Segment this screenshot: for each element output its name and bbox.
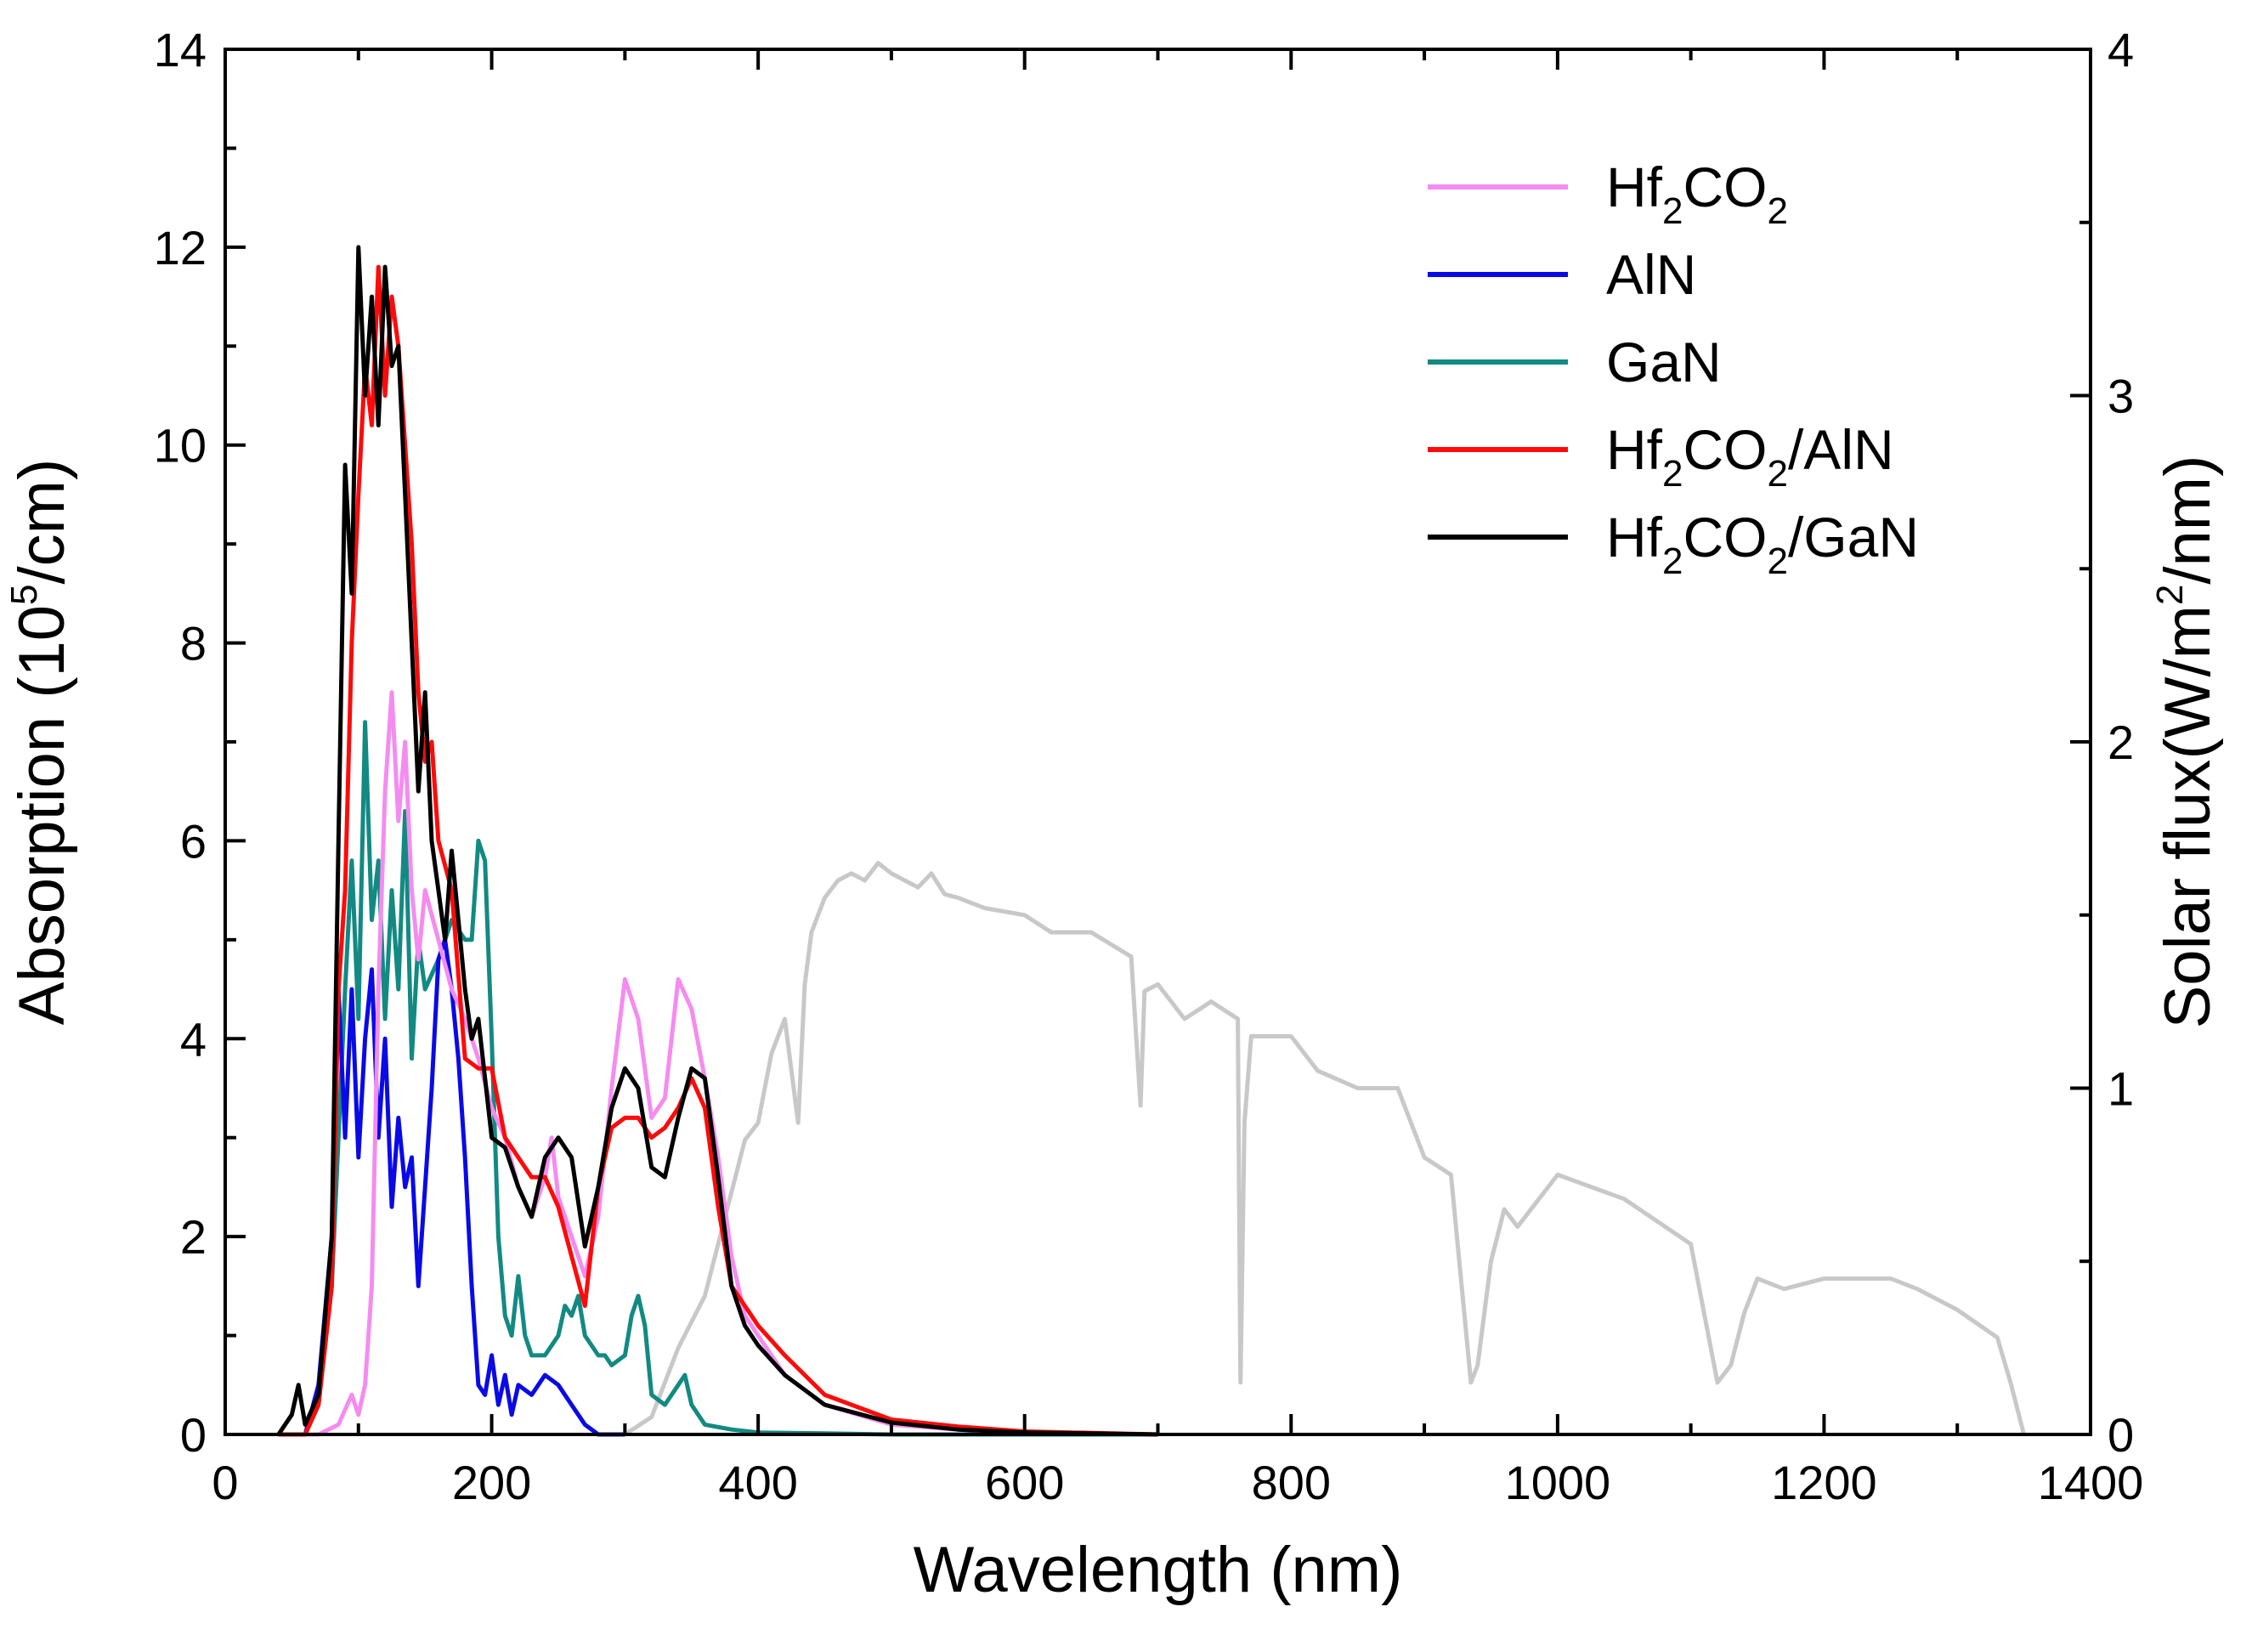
x-tick-label: 0: [212, 1456, 238, 1509]
legend: Hf2CO2 AlN GaN Hf2CO2/AlN Hf2CO2/GaN: [1428, 156, 1919, 582]
y-tick-label: 10: [154, 419, 207, 472]
y2-tick-label: 2: [2108, 716, 2134, 769]
x-tick-label: 1000: [1505, 1456, 1611, 1509]
y-tick-label: 14: [154, 23, 207, 76]
series-line-gan: [278, 720, 1158, 1437]
y2-tick-label: 3: [2108, 370, 2134, 423]
y-tick-label: 8: [180, 617, 207, 670]
y-axis-title: Absorption (105/cm): [3, 459, 78, 1026]
y-tick-label: 0: [180, 1408, 207, 1462]
x-tick-label: 1400: [2038, 1456, 2144, 1509]
x-tick-label: 200: [452, 1456, 531, 1509]
series-layer: [276, 245, 2027, 1437]
legend-label-aln: AlN: [1606, 243, 1696, 306]
series-line-hf2co2-gan: [276, 245, 1158, 1437]
plot-frame: [224, 48, 2092, 1436]
legend-label-hf2co2-gan: Hf2CO2/GaN: [1606, 506, 1919, 582]
x-tick-label: 400: [718, 1456, 797, 1509]
y2-tick-label: 4: [2108, 23, 2134, 76]
ticks-layer: 0 200 400 600 800 1000 1200 1400024681012140123…: [154, 23, 2144, 1509]
legend-label-gan: GaN: [1606, 331, 1722, 393]
y2-tick-label: 1: [2108, 1062, 2134, 1116]
y-tick-label: 12: [154, 221, 207, 274]
series-line-solar: [624, 861, 2027, 1437]
y2-axis-title: Solar flux(W/m2/nm): [2149, 455, 2224, 1029]
x-axis-title: Wavelength (nm): [914, 1534, 1403, 1606]
legend-label-hf2co2: Hf2CO2: [1606, 156, 1788, 232]
y-tick-label: 2: [180, 1210, 207, 1264]
x-tick-label: 600: [985, 1456, 1064, 1509]
series-line-hf2co2: [278, 690, 1158, 1437]
y2-tick-label: 0: [2108, 1408, 2134, 1462]
y-tick-label: 4: [180, 1012, 207, 1066]
series-line-aln: [278, 937, 625, 1437]
x-tick-label: 1200: [1771, 1456, 1877, 1509]
y-tick-label: 6: [180, 814, 207, 868]
x-tick-label: 800: [1252, 1456, 1331, 1509]
legend-label-hf2co2-aln: Hf2CO2/AlN: [1606, 418, 1894, 495]
